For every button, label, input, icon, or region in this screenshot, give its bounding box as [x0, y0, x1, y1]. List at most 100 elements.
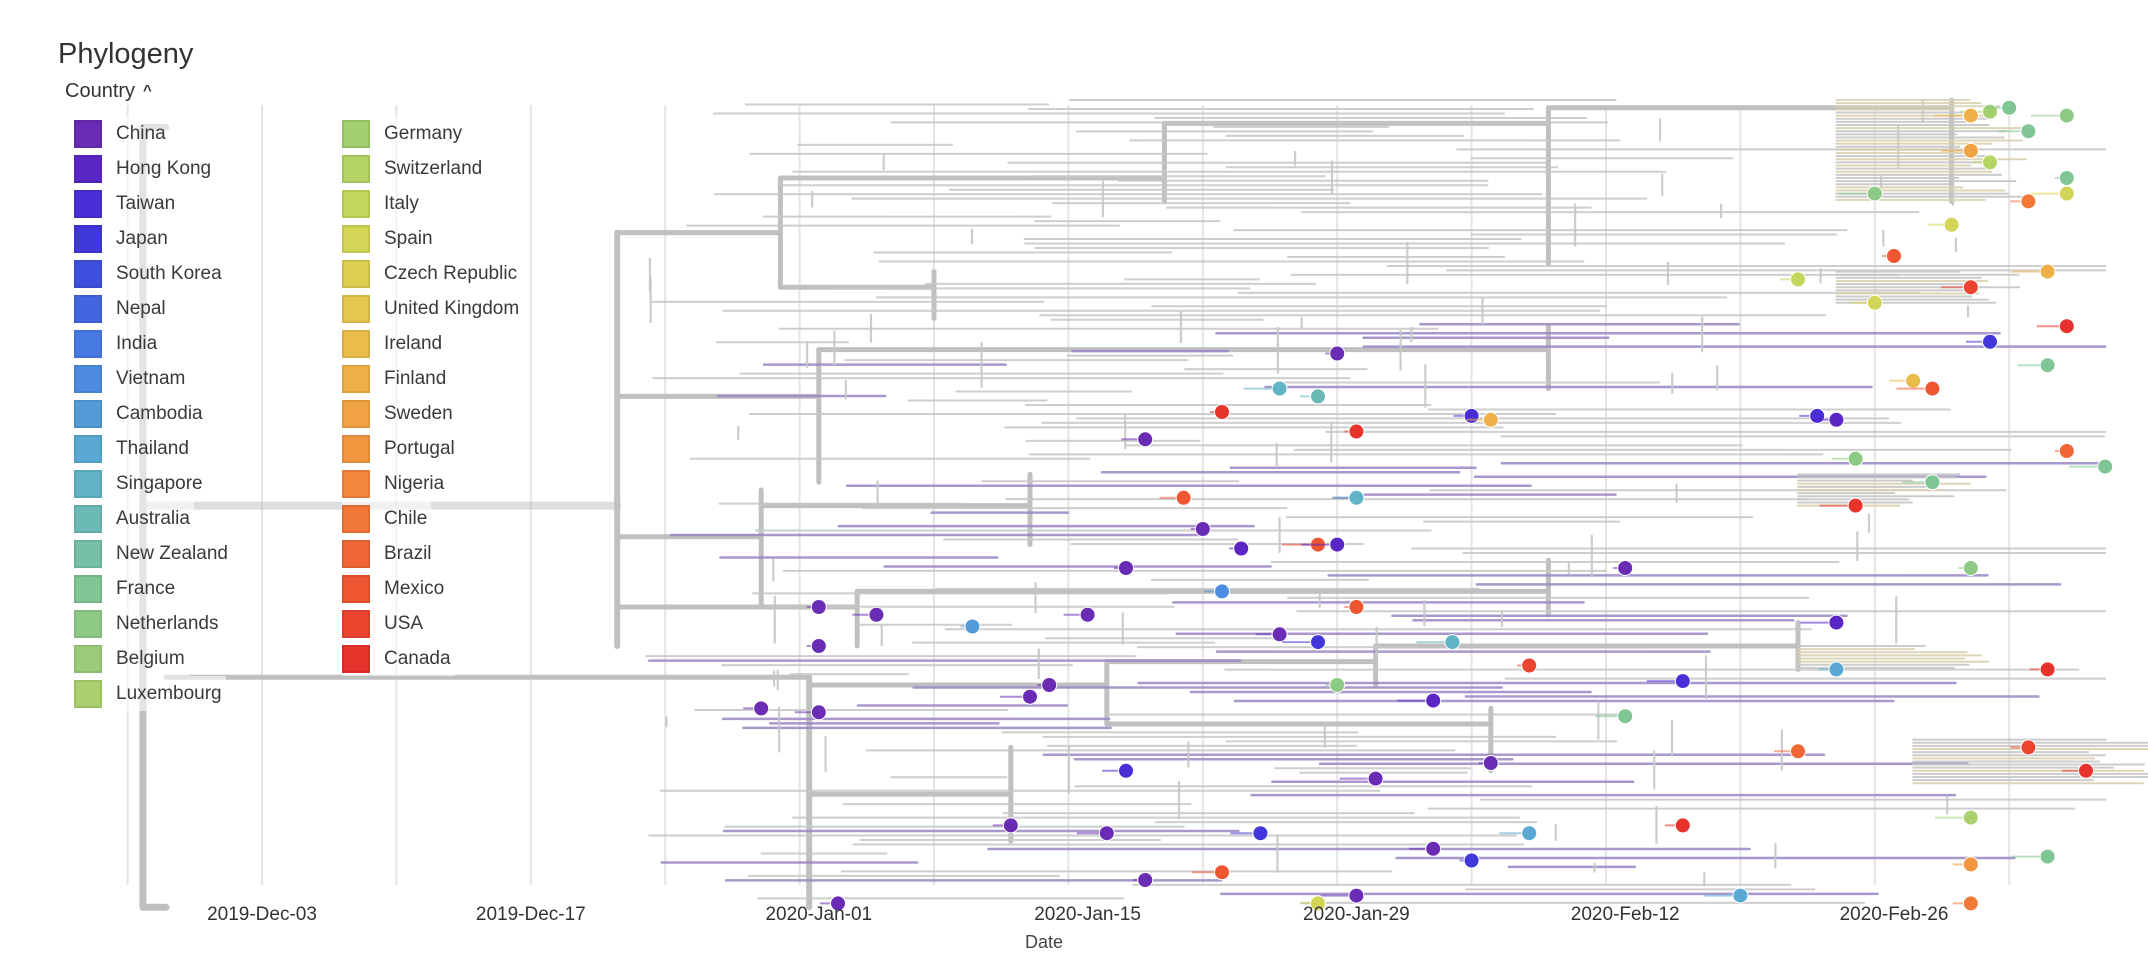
tip-node[interactable]	[1886, 248, 1902, 264]
legend-item[interactable]: New Zealand	[74, 536, 232, 571]
tip-node[interactable]	[1962, 856, 1979, 873]
tip-node[interactable]	[1348, 887, 1365, 904]
tip-node[interactable]	[1866, 294, 1883, 311]
legend-item[interactable]: Japan	[74, 221, 172, 256]
tip-node[interactable]	[753, 700, 770, 717]
tip-node[interactable]	[1348, 423, 1365, 440]
legend-item[interactable]: France	[74, 571, 180, 606]
tip-node[interactable]	[2020, 123, 2037, 140]
legend-item[interactable]: Mexico	[342, 571, 449, 606]
tip-node[interactable]	[1444, 634, 1461, 651]
tip-node[interactable]	[1118, 560, 1134, 576]
legend-item[interactable]: Sweden	[342, 396, 457, 431]
tip-node[interactable]	[1175, 489, 1192, 506]
legend-item[interactable]: South Korea	[74, 256, 226, 291]
tip-node[interactable]	[810, 638, 827, 654]
tip-node[interactable]	[830, 895, 846, 912]
tip-node[interactable]	[1828, 411, 1845, 428]
tip-node[interactable]	[1002, 817, 1019, 834]
tip-node[interactable]	[1847, 497, 1864, 514]
tip-node[interactable]	[2039, 357, 2056, 374]
tip-node[interactable]	[1329, 345, 1346, 362]
tip-node[interactable]	[1041, 677, 1058, 693]
tip-node[interactable]	[1214, 583, 1230, 600]
tip-node[interactable]	[2058, 318, 2075, 335]
tip-node[interactable]	[1790, 271, 1806, 288]
tip-node[interactable]	[1982, 103, 1998, 120]
tip-node[interactable]	[1310, 634, 1326, 651]
tip-node[interactable]	[1348, 489, 1365, 506]
tip-node[interactable]	[1617, 560, 1634, 576]
tip-node[interactable]	[1828, 661, 1845, 678]
tip-node[interactable]	[1943, 216, 1960, 233]
tip-node[interactable]	[2078, 762, 2094, 779]
tip-node[interactable]	[1022, 688, 1038, 705]
tip-node[interactable]	[2058, 443, 2075, 459]
legend-item[interactable]: Cambodia	[74, 396, 207, 431]
tip-node[interactable]	[1137, 872, 1154, 888]
legend-item[interactable]: Netherlands	[74, 606, 223, 641]
tip-node[interactable]	[1962, 107, 1979, 124]
tip-node[interactable]	[1674, 673, 1691, 690]
tip-node[interactable]	[1521, 825, 1538, 842]
tip-node[interactable]	[1425, 692, 1442, 709]
tip-node[interactable]	[1905, 372, 1922, 389]
legend-item[interactable]: Vietnam	[74, 361, 190, 396]
legend-item[interactable]: India	[74, 326, 162, 361]
tip-node[interactable]	[1118, 762, 1134, 779]
tip-node[interactable]	[1463, 852, 1480, 869]
legend-item[interactable]: Hong Kong	[74, 151, 216, 186]
tip-node[interactable]	[1310, 895, 1326, 912]
legend-item[interactable]: Singapore	[74, 466, 207, 501]
tip-node[interactable]	[2058, 185, 2075, 202]
legend-item[interactable]: Switzerland	[342, 151, 487, 186]
legend-item[interactable]: Brazil	[342, 536, 436, 571]
tip-node[interactable]	[1962, 279, 1979, 296]
legend-item[interactable]: Thailand	[74, 431, 193, 466]
tip-node[interactable]	[1828, 614, 1845, 631]
tip-node[interactable]	[1271, 626, 1288, 643]
legend-item[interactable]: Portugal	[342, 431, 459, 466]
legend-item[interactable]: Chile	[342, 501, 432, 536]
tip-node[interactable]	[1732, 887, 1749, 904]
tip-node[interactable]	[1271, 380, 1288, 397]
tip-node[interactable]	[1329, 677, 1346, 693]
tip-node[interactable]	[1809, 407, 1826, 424]
tip-node[interactable]	[1233, 540, 1250, 557]
tip-node[interactable]	[1847, 450, 1864, 467]
legend-item[interactable]: Canada	[342, 641, 455, 676]
tip-node[interactable]	[1866, 185, 1883, 202]
legend-item[interactable]: Nigeria	[342, 466, 449, 501]
tip-node[interactable]	[1348, 599, 1365, 615]
legend-item[interactable]: Italy	[342, 186, 423, 221]
tip-node[interactable]	[810, 704, 827, 721]
legend-item[interactable]: Nepal	[74, 291, 170, 326]
tip-node[interactable]	[1482, 411, 1499, 428]
tip-node[interactable]	[1982, 333, 1998, 350]
tip-node[interactable]	[1425, 840, 1442, 857]
legend-item[interactable]: Taiwan	[74, 186, 180, 221]
tip-node[interactable]	[1310, 388, 1326, 405]
tip-node[interactable]	[1098, 825, 1115, 842]
color-by-toggle[interactable]: Country ^	[65, 80, 152, 103]
tip-node[interactable]	[1674, 817, 1691, 834]
tip-node[interactable]	[1962, 895, 1979, 912]
tip-node[interactable]	[2020, 193, 2037, 210]
legend-item[interactable]: Luxembourg	[74, 676, 226, 711]
tip-node[interactable]	[1962, 560, 1979, 576]
tip-node[interactable]	[1924, 380, 1941, 397]
tip-node[interactable]	[2097, 458, 2114, 475]
tip-node[interactable]	[810, 599, 827, 615]
tip-node[interactable]	[1329, 536, 1346, 553]
legend-item[interactable]: Finland	[342, 361, 451, 396]
tip-node[interactable]	[1924, 474, 1941, 491]
tip-node[interactable]	[1214, 404, 1230, 420]
legend-item[interactable]: USA	[342, 606, 428, 641]
tip-node[interactable]	[2058, 170, 2075, 186]
tip-node[interactable]	[1482, 755, 1499, 771]
tip-node[interactable]	[1962, 142, 1979, 159]
legend-item[interactable]: Belgium	[74, 641, 189, 676]
legend-item[interactable]: Australia	[74, 501, 194, 536]
tip-node[interactable]	[868, 606, 885, 623]
